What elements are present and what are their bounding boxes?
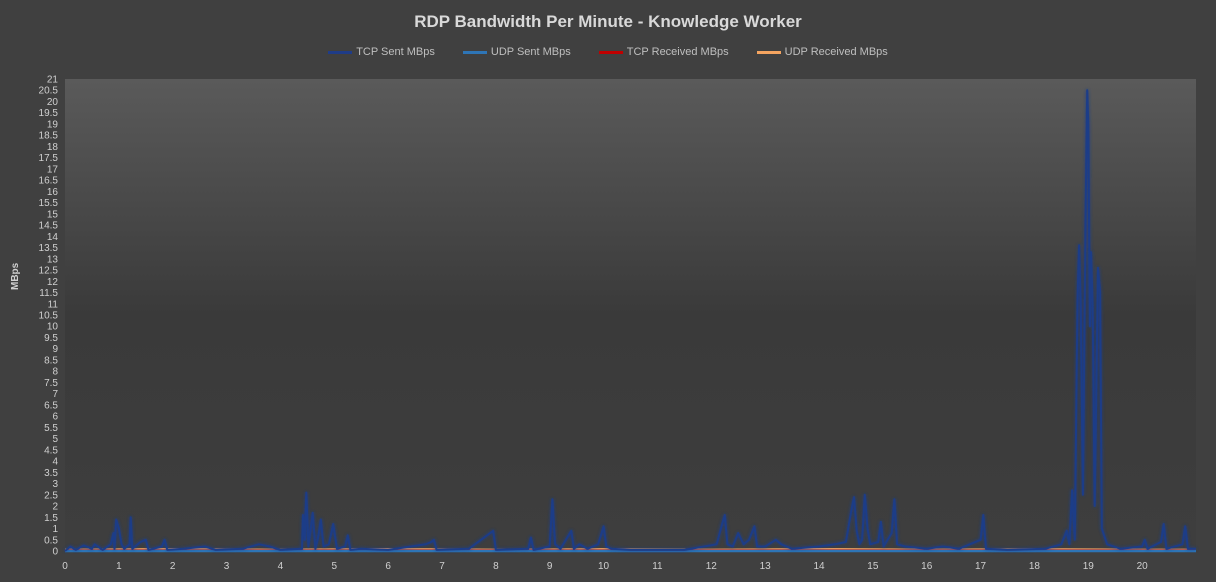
x-tick-label: 10 <box>598 561 610 572</box>
legend-item-tcp-received: TCP Received MBps <box>598 46 729 58</box>
y-tick-label: 1 <box>52 524 58 535</box>
y-tick-label: 20 <box>47 97 59 108</box>
legend-item-tcp-sent: TCP Sent MBps <box>328 46 435 58</box>
x-tick-label: 5 <box>332 561 338 572</box>
y-tick-label: 21 <box>47 75 59 86</box>
x-tick-label: 13 <box>760 561 772 572</box>
x-tick-label: 4 <box>278 561 284 572</box>
legend-swatch-udp-sent <box>462 50 487 54</box>
y-tick-label: 4.5 <box>44 445 58 456</box>
y-tick-label: 12 <box>47 277 59 288</box>
y-tick-label: 5.5 <box>44 423 58 434</box>
x-tick-label: 12 <box>706 561 718 572</box>
legend-item-udp-received: UDP Received MBps <box>756 46 888 58</box>
y-axis-ticks: 00.511.522.533.544.555.566.577.588.599.5… <box>39 75 59 558</box>
x-tick-label: 2 <box>170 561 176 572</box>
x-tick-label: 7 <box>439 561 445 572</box>
legend-item-udp-sent: UDP Sent MBps <box>462 46 571 58</box>
y-tick-label: 9.5 <box>44 333 58 344</box>
y-tick-label: 11 <box>48 299 59 310</box>
y-tick-label: 20.5 <box>39 86 59 97</box>
y-tick-label: 11.5 <box>39 288 58 299</box>
series-group <box>64 89 1196 553</box>
plot-area <box>65 79 1196 551</box>
y-tick-label: 19 <box>47 119 59 130</box>
y-tick-label: 13.5 <box>39 243 59 254</box>
legend-label-udp-sent: UDP Sent MBps <box>490 46 571 58</box>
x-tick-label: 11 <box>652 561 663 572</box>
x-tick-label: 3 <box>224 561 230 572</box>
y-tick-label: 3 <box>52 479 58 490</box>
y-tick-label: 12.5 <box>39 266 59 277</box>
y-tick-label: 5 <box>52 434 58 445</box>
y-tick-label: 6 <box>52 412 58 423</box>
x-tick-label: 1 <box>116 561 122 572</box>
y-tick-label: 7 <box>52 389 58 400</box>
series-line-tcp-sent-mbps <box>64 89 1196 552</box>
x-tick-label: 15 <box>867 561 879 572</box>
y-tick-label: 0.5 <box>44 535 58 546</box>
x-tick-label: 18 <box>1029 561 1041 572</box>
x-tick-label: 8 <box>493 561 499 572</box>
y-tick-label: 2 <box>52 502 58 513</box>
legend-swatch-udp-received <box>756 50 781 54</box>
y-tick-label: 15.5 <box>39 198 59 209</box>
x-tick-label: 20 <box>1137 561 1149 572</box>
y-tick-label: 10.5 <box>39 311 59 322</box>
legend-label-tcp-sent: TCP Sent MBps <box>356 46 435 58</box>
y-tick-label: 15 <box>47 209 59 220</box>
y-tick-label: 9 <box>52 344 58 355</box>
legend: TCP Sent MBps UDP Sent MBps TCP Received… <box>0 46 1216 58</box>
y-tick-label: 17 <box>47 164 59 175</box>
y-tick-label: 18.5 <box>39 131 59 142</box>
legend-label-tcp-received: TCP Received MBps <box>626 46 729 58</box>
y-tick-label: 0 <box>52 547 58 558</box>
legend-swatch-tcp-received <box>598 50 623 54</box>
x-tick-label: 19 <box>1083 561 1095 572</box>
chart-title: RDP Bandwidth Per Minute - Knowledge Wor… <box>414 12 802 31</box>
x-tick-label: 16 <box>921 561 933 572</box>
y-tick-label: 6.5 <box>44 400 58 411</box>
y-tick-label: 16 <box>47 187 59 198</box>
x-tick-label: 0 <box>62 561 68 572</box>
y-tick-label: 3.5 <box>44 468 58 479</box>
x-tick-label: 6 <box>385 561 391 572</box>
y-tick-label: 14 <box>47 232 59 243</box>
y-tick-label: 8 <box>52 367 58 378</box>
y-tick-label: 10 <box>47 322 59 333</box>
x-axis-ticks: 0 1 2 3 4 5 6 7 8 9 10 11 12 13 14 15 16 17 18 19 20 <box>62 561 1148 572</box>
legend-label-udp-received: UDP Received MBps <box>784 46 888 58</box>
y-tick-label: 7.5 <box>44 378 58 389</box>
y-tick-label: 1.5 <box>44 513 58 524</box>
y-tick-label: 18 <box>47 142 59 153</box>
y-tick-label: 14.5 <box>39 221 59 232</box>
y-tick-label: 13 <box>47 254 59 265</box>
y-tick-label: 4 <box>52 457 58 468</box>
y-tick-label: 2.5 <box>44 490 58 501</box>
x-tick-label: 14 <box>813 561 825 572</box>
x-tick-label: 17 <box>975 561 987 572</box>
y-tick-label: 17.5 <box>39 153 59 164</box>
y-tick-label: 16.5 <box>39 176 59 187</box>
y-tick-label: 8.5 <box>44 355 58 366</box>
y-tick-label: 19.5 <box>39 108 59 119</box>
x-tick-label: 9 <box>547 561 553 572</box>
legend-swatch-tcp-sent <box>328 50 353 54</box>
